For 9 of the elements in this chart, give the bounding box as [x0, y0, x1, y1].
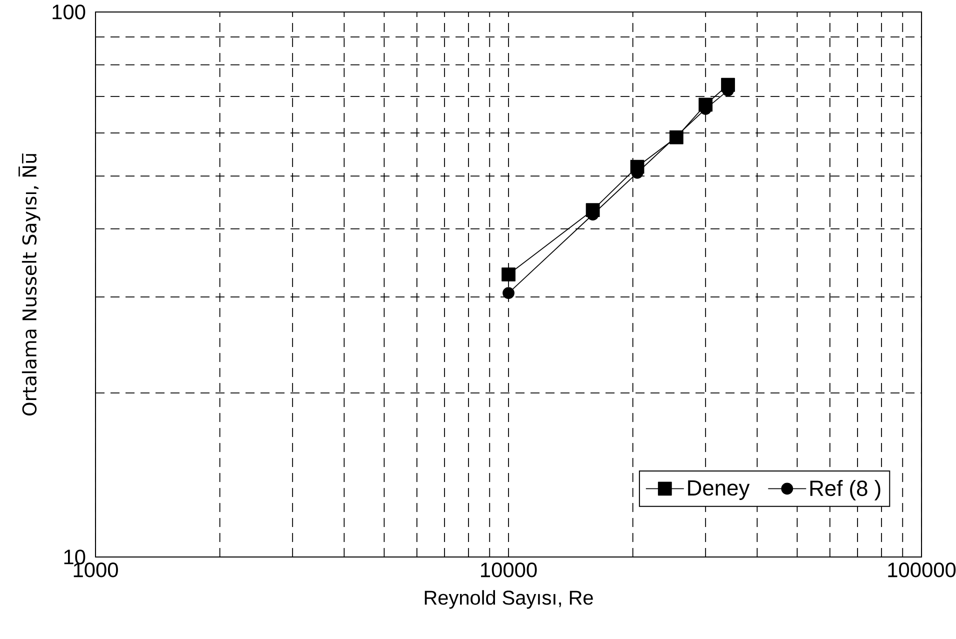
x-axis-title: Reynold Sayısı, Re [424, 590, 593, 609]
legend-label: Deney [688, 480, 750, 500]
x-tick-label: 10000 [481, 562, 537, 578]
y-axis-title: Ortalama Nusselt Sayısı, N̅u̅ [18, 154, 40, 416]
x-tick-label: 1000 [74, 562, 118, 578]
x-tick-label: 100000 [888, 562, 956, 578]
y-tick-label: 10 [64, 550, 86, 564]
y-tick-label: 100 [52, 4, 86, 20]
legend-label: Ref (8 ) [810, 480, 880, 500]
